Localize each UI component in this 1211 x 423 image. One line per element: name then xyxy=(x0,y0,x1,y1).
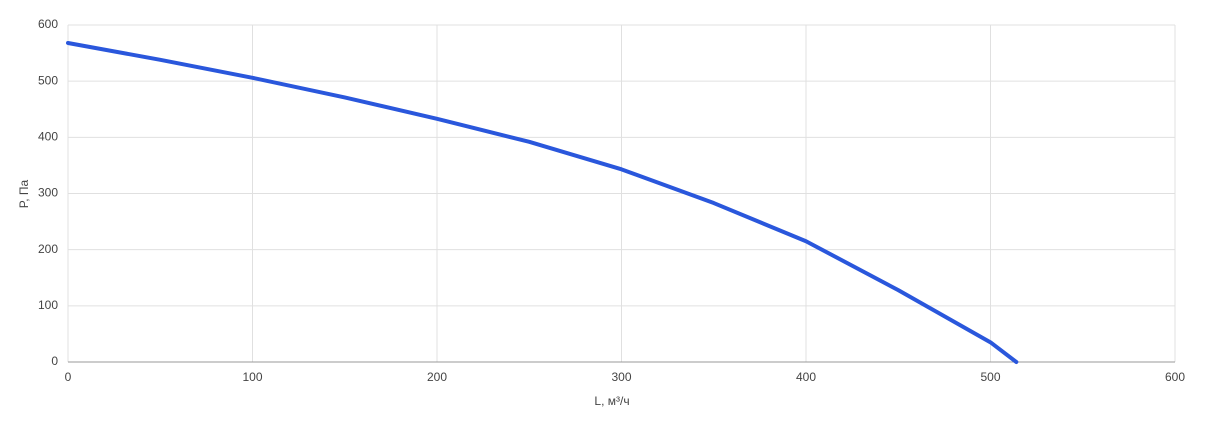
y-tick-label: 300 xyxy=(38,186,58,200)
y-tick-label: 0 xyxy=(51,354,58,368)
x-tick-label: 100 xyxy=(242,370,262,384)
x-axis-label: L, м³/ч xyxy=(594,394,629,408)
y-tick-label: 100 xyxy=(38,298,58,312)
y-tick-label: 200 xyxy=(38,242,58,256)
curve xyxy=(66,40,1019,364)
y-tick-label: 600 xyxy=(38,17,58,31)
x-tick-label: 500 xyxy=(980,370,1000,384)
y-tick-label: 400 xyxy=(38,130,58,144)
x-tick-label: 400 xyxy=(796,370,816,384)
x-tick-label: 300 xyxy=(611,370,631,384)
x-tick-label: 0 xyxy=(65,370,72,384)
y-axis-label: P, Па xyxy=(17,179,31,208)
x-tick-label: 600 xyxy=(1165,370,1185,384)
x-tick-label: 200 xyxy=(427,370,447,384)
y-tick-label: 500 xyxy=(38,73,58,87)
